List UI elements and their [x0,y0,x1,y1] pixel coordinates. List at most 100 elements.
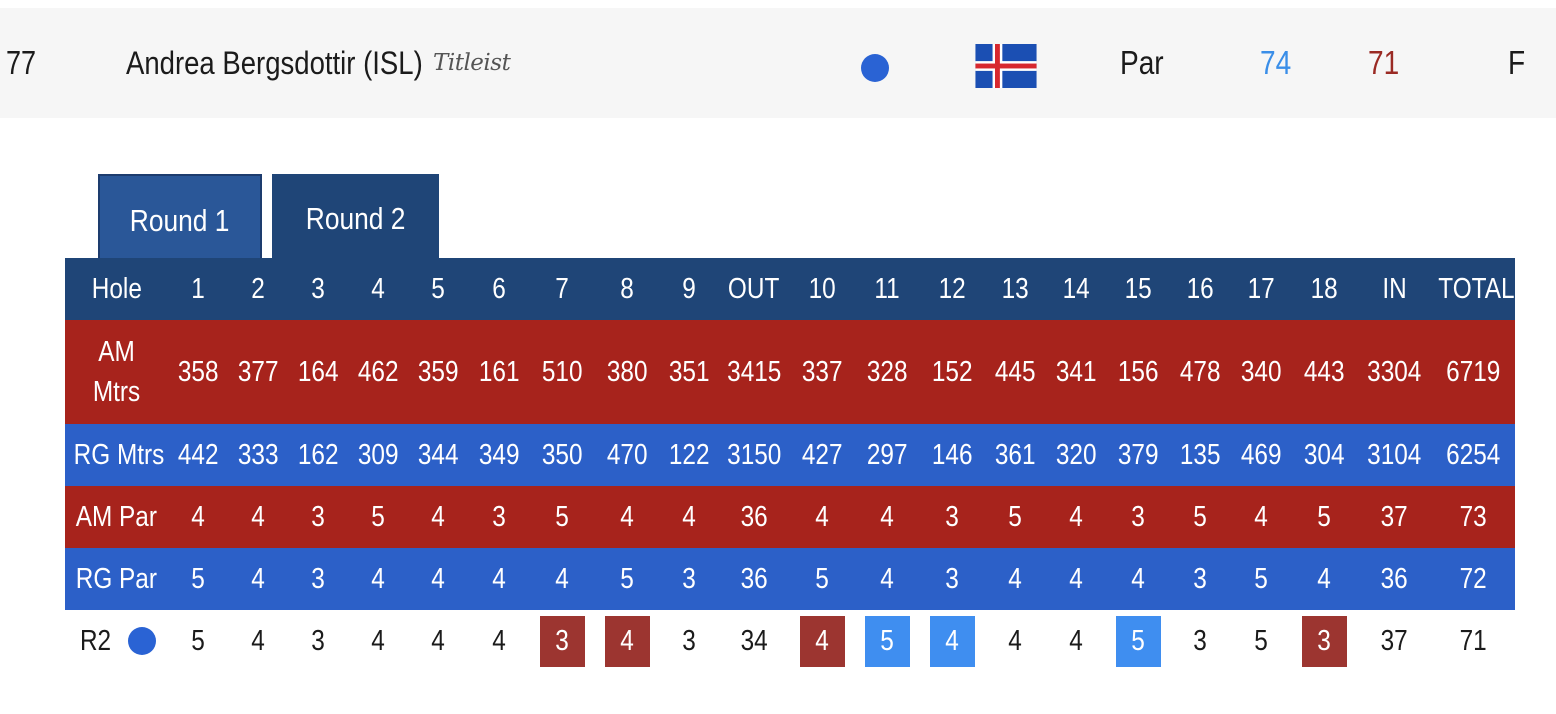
score-cell: 3 [660,610,718,672]
rg-mtrs-row-cell-text: 146 [932,438,973,471]
player-name[interactable]: Andrea Bergsdottir (ISL) [126,45,423,81]
tab-round-2[interactable]: Round 2 [272,174,439,260]
iceland-flag-icon [975,44,1037,88]
am-mtrs-row-cell-text: 152 [932,355,973,388]
rg-mtrs-row-cell-text: 379 [1118,438,1159,471]
round-score-label-text: R2 [79,624,112,657]
am-par-row-cell: 4 [228,486,288,548]
player-row[interactable]: 77 Andrea Bergsdottir (ISL) Titleist Par… [0,8,1556,118]
under-par-box: 5 [865,615,910,667]
am-mtrs-row-cell: 510 [530,320,595,424]
rg-mtrs-row-cell-text: 309 [357,438,399,471]
tab-round-1[interactable]: Round 1 [98,174,262,260]
score-value: 4 [620,624,635,657]
score-value: 71 [1459,624,1487,657]
rg-mtrs-row-cell-text: 304 [1303,438,1345,471]
am-par-row-cell-text: 5 [371,500,385,533]
score-value: 3 [311,624,325,657]
round-indicator-icon [861,54,889,82]
header-cell-text: 17 [1247,272,1275,305]
score-value: 4 [431,624,446,657]
header-cell: 12 [920,258,985,320]
rg-par-row-cell: 5 [595,548,660,610]
rg-par-row-cell-text: 4 [1008,562,1023,595]
score-cell: 4 [920,610,985,672]
am-mtrs-row-cell-text: 341 [1056,355,1097,388]
am-mtrs-row-cell-text: 161 [479,355,520,388]
rg-mtrs-row-cell: 361 [985,424,1046,486]
am-par-row-cell-text: 37 [1380,500,1408,533]
am-par-row-cell-text: 4 [191,500,205,533]
rg-mtrs-row-cell-text: 6254 [1445,438,1501,471]
am-par-row-cell: 4 [408,486,469,548]
am-par-row: AM Par 4 4 3 5 4 3 5 4 4 36 4 4 3 5 4 3 5 4 5 37 73 [65,486,1515,548]
score-cell: 4 [469,610,530,672]
rg-mtrs-row-cell: 320 [1046,424,1107,486]
round2-score: 71 [1368,44,1400,81]
am-par-row-cell-text: 5 [1317,500,1331,533]
rg-mtrs-row-cell: 469 [1231,424,1291,486]
am-par-row-cell: 5 [985,486,1046,548]
rg-mtrs-row-cell: 297 [855,424,920,486]
rg-par-row-cell: 72 [1431,548,1515,610]
am-mtrs-row-cell-text: 478 [1180,355,1221,388]
rg-par-row-cell: 4 [228,548,288,610]
am-mtrs-row: AM Mtrs 358 377 164 462 359 161 510 380 351 3415 337… [65,320,1515,424]
am-par-row-cell-text: 3 [311,500,325,533]
header-cell-text: 4 [371,272,385,305]
rg-par-row-cell-text: 5 [1254,562,1268,595]
am-par-row-cell: 3 [288,486,348,548]
rg-mtrs-row-cell: 470 [595,424,660,486]
header-cell-text: 2 [251,272,265,305]
rg-par-row-cell: 5 [1231,548,1291,610]
rg-par-row-cell-text: 72 [1459,562,1487,595]
header-cell: 3 [288,258,348,320]
am-mtrs-row-cell: 380 [595,320,660,424]
header-cell: 9 [660,258,718,320]
header-cell-text: 15 [1124,272,1153,305]
am-par-row-cell-text: 4 [880,500,895,533]
am-par-row-cell: 3 [469,486,530,548]
am-mtrs-row-cell: 3304 [1357,320,1431,424]
header-cell: 14 [1046,258,1107,320]
am-par-row-cell-text: 4 [251,500,265,533]
under-par-box: 5 [1116,615,1161,667]
score-cell: 3 [288,610,348,672]
rg-par-row-cell: 4 [1107,548,1170,610]
rg-mtrs-row-cell: 135 [1170,424,1231,486]
header-cell-text: 14 [1062,272,1091,305]
rg-mtrs-row-cell-text: 162 [297,438,339,471]
rg-par-row-cell-text: 5 [815,562,830,595]
am-mtrs-row-cell-text: 462 [357,355,399,388]
header-cell-text: 10 [808,272,837,305]
am-par-row-cell: 4 [855,486,920,548]
am-par-row-cell-text: 4 [620,500,635,533]
rg-mtrs-row-cell: 3150 [718,424,790,486]
rg-mtrs-row: RG Mtrs 442 333 162 309 344 349 350 470 122 3150 42… [65,424,1515,486]
rg-par-row-cell-text: 5 [191,562,205,595]
header-cell-text: OUT [728,272,780,305]
header-cell: 10 [790,258,855,320]
rg-par-row-cell-text: 4 [1317,562,1331,595]
rg-par-row-cell-text: 4 [1069,562,1084,595]
rg-par-row-cell: 36 [1357,548,1431,610]
am-par-row-cell: 4 [660,486,718,548]
am-mtrs-row-cell: 161 [469,320,530,424]
am-par-row-cell: 3 [920,486,985,548]
am-mtrs-row-cell-text: 359 [418,355,459,388]
over-par-box: 4 [800,615,845,667]
score-cell: 4 [408,610,469,672]
rg-par-row-cell: 4 [855,548,920,610]
rg-par-row-cell-text: 36 [1380,562,1408,595]
score-cell: 71 [1431,610,1515,672]
rg-mtrs-row-cell: 304 [1291,424,1357,486]
header-cell-text: 3 [311,272,325,305]
rg-par-row-label: RG Par [65,548,168,610]
par-label: Par [1120,44,1164,81]
rg-mtrs-row-cell: 146 [920,424,985,486]
header-cell: 5 [408,258,469,320]
am-mtrs-row-cell-text: 3304 [1366,355,1422,388]
rg-mtrs-row-label-text: RG Mtrs [73,438,165,471]
score-cell: 4 [595,610,660,672]
score-value: 3 [682,624,696,657]
